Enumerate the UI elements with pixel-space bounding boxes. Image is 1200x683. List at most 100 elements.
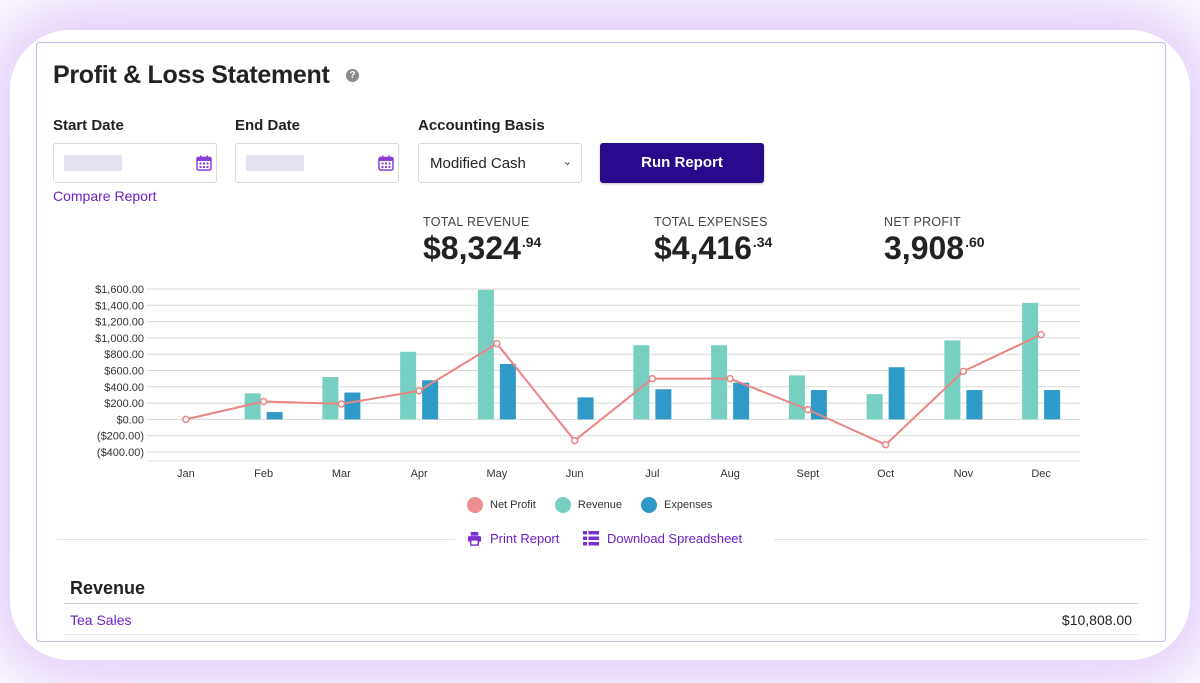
expenses-bar	[733, 382, 750, 420]
legend-swatch-net-profit	[467, 497, 483, 513]
start-date-value	[64, 155, 122, 171]
revenue-bar	[322, 377, 339, 420]
expenses-bar	[499, 363, 516, 420]
revenue-bar	[244, 393, 261, 420]
net-profit-point	[259, 397, 268, 406]
expenses-bar	[577, 397, 594, 420]
x-tick-label: Sept	[797, 468, 820, 480]
y-tick-label: ($400.00)	[97, 447, 144, 459]
help-icon[interactable]: ?	[346, 69, 359, 82]
expenses-bar	[266, 412, 283, 420]
revenue-bar	[788, 375, 805, 420]
net-profit-point	[337, 400, 346, 408]
legend-label: Net Profit	[490, 499, 536, 511]
expenses-bar	[966, 390, 983, 420]
net-profit-label: NET PROFIT	[884, 215, 962, 229]
y-tick-label: $200.00	[104, 398, 144, 410]
total-expenses-label: TOTAL EXPENSES	[654, 215, 768, 229]
y-tick-label: $0.00	[116, 414, 144, 426]
x-tick-label: Apr	[411, 468, 428, 480]
revenue-rule	[64, 603, 1138, 604]
table-row: Tea Sales $10,808.00	[64, 604, 1138, 635]
accounting-basis-label: Accounting Basis	[418, 117, 545, 134]
legend-swatch-expenses	[641, 497, 658, 513]
net-profit-point	[881, 440, 890, 449]
x-tick-label: Nov	[954, 468, 974, 480]
net-profit-point	[570, 436, 579, 445]
legend-swatch-revenue	[554, 497, 571, 513]
total-expenses-value: $4,416.34	[654, 230, 773, 266]
x-tick-label: Oct	[877, 468, 894, 480]
calendar-icon[interactable]	[378, 155, 394, 171]
report-actions: Print Report Download Spreadsheet	[455, 531, 775, 549]
x-tick-label: Mar	[332, 468, 351, 480]
legend-label: Revenue	[577, 499, 622, 511]
printer-icon	[467, 531, 482, 546]
download-spreadsheet-link[interactable]: Download Spreadsheet	[583, 531, 742, 546]
chevron-down-icon: ⌄	[562, 156, 572, 168]
revenue-account-link[interactable]: Tea Sales	[70, 612, 132, 628]
y-tick-label: ($200.00)	[97, 431, 144, 443]
revenue-bar	[711, 345, 728, 420]
revenue-bar	[1022, 302, 1039, 420]
total-expenses-stat: TOTAL EXPENSES $4,416.34	[654, 215, 772, 267]
download-spreadsheet-label: Download Spreadsheet	[607, 531, 743, 546]
accounting-basis-value: Modified Cash	[430, 155, 526, 172]
run-report-button[interactable]: Run Report	[600, 143, 764, 183]
accounting-basis-select[interactable]: Modified Cash ⌄	[418, 143, 582, 183]
end-date-value	[246, 155, 304, 171]
expenses-bar	[655, 389, 672, 420]
print-report-label: Print Report	[490, 531, 560, 546]
calendar-icon[interactable]	[196, 155, 212, 171]
net-profit-value: 3,908.60	[884, 230, 985, 266]
y-tick-label: $1,400.00	[95, 300, 144, 312]
y-tick-label: $1,600.00	[95, 284, 144, 296]
revenue-bar	[477, 289, 494, 420]
net-profit-point	[493, 339, 501, 348]
print-report-link[interactable]: Print Report	[467, 531, 559, 546]
total-revenue-value: $8,324.94	[423, 230, 542, 266]
profit-loss-chart: $1,600.00 $1,400.00 $1,200.00 $1,000.00 $800…	[95, 284, 1080, 480]
end-date-field[interactable]	[235, 143, 399, 183]
net-profit-point	[804, 405, 812, 414]
end-date-label: End Date	[235, 117, 301, 134]
revenue-amount: $10,808.00	[1061, 612, 1132, 628]
net-profit-point	[648, 374, 657, 383]
y-tick-label: $800.00	[104, 349, 144, 361]
pl-report-panel: Profit & Loss Statement ? Start Date End…	[36, 42, 1166, 642]
start-date-label: Start Date	[53, 117, 124, 134]
revenue-bar	[633, 345, 650, 420]
y-tick-label: $1,200.00	[95, 317, 144, 329]
revenue-heading: Revenue	[70, 578, 146, 598]
y-tick-label: $600.00	[104, 366, 144, 378]
expenses-bar	[1044, 390, 1061, 420]
total-revenue-label: TOTAL REVENUE	[423, 215, 530, 229]
net-profit-point	[182, 415, 190, 424]
revenue-bar	[866, 394, 883, 420]
revenue-bar	[944, 340, 961, 420]
x-tick-label: Feb	[254, 468, 273, 480]
legend-net-profit[interactable]: Net Profit	[467, 497, 536, 513]
net-profit-point	[959, 367, 968, 376]
x-tick-label: Aug	[720, 468, 740, 480]
list-icon	[583, 531, 599, 546]
legend-revenue[interactable]: Revenue	[554, 497, 622, 513]
x-tick-label: Jan	[177, 468, 195, 480]
compare-report-link[interactable]: Compare Report	[53, 188, 157, 204]
x-tick-label: Jul	[645, 468, 659, 480]
net-profit-line	[185, 333, 1042, 446]
expenses-bar	[422, 380, 439, 420]
start-date-field[interactable]	[53, 143, 217, 183]
net-profit-point	[415, 387, 423, 395]
expenses-bar	[344, 392, 361, 420]
legend-label: Expenses	[664, 499, 713, 511]
legend-expenses[interactable]: Expenses	[641, 497, 712, 513]
x-tick-label: Dec	[1031, 468, 1051, 480]
x-tick-label: May	[486, 468, 507, 480]
y-tick-label: $1,000.00	[95, 333, 144, 345]
page-title: Profit & Loss Statement	[53, 61, 330, 89]
x-tick-label: Jun	[566, 468, 584, 480]
revenue-bar	[400, 351, 417, 420]
net-profit-stat: NET PROFIT 3,908.60	[884, 215, 985, 267]
net-profit-point	[726, 374, 734, 383]
